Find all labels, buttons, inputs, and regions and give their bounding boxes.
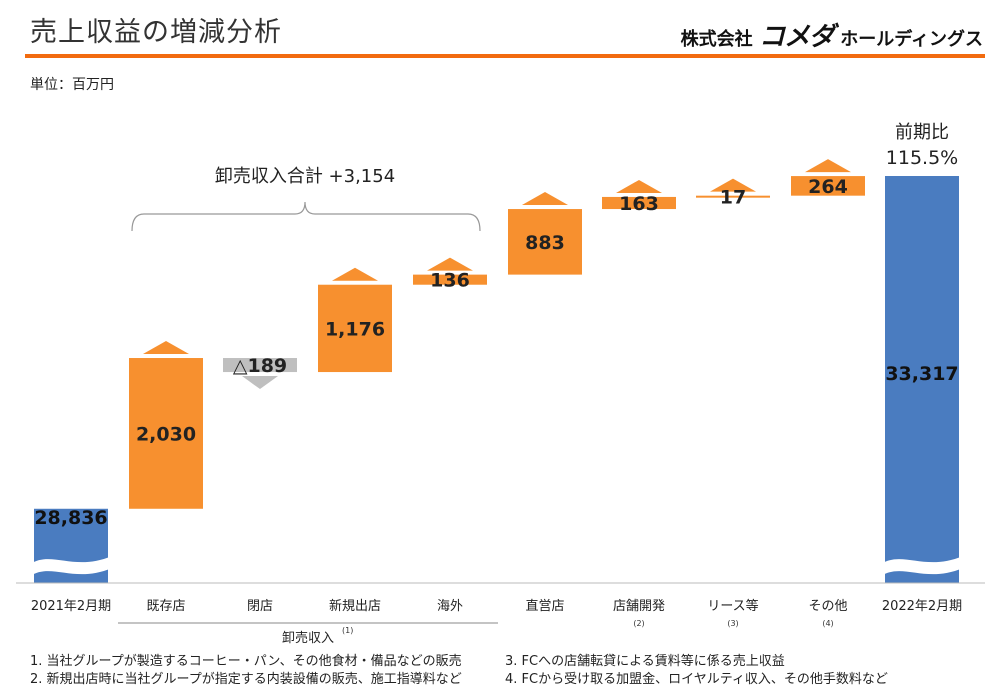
axis-break-9 bbox=[881, 556, 963, 576]
value-label-5: 883 bbox=[525, 232, 565, 254]
value-label-3: 1,176 bbox=[325, 318, 385, 340]
group-axis-label: 卸売収入 bbox=[282, 630, 334, 646]
header-rule bbox=[25, 54, 985, 58]
ratio-value: 115.5% bbox=[886, 147, 958, 169]
company-prefix: 株式会社 bbox=[680, 29, 753, 50]
group-bracket bbox=[131, 201, 481, 232]
footnotes-right: 3. FCへの店舗転貸による賃料等に係る売上収益 4. FCから受け取る加盟金、… bbox=[505, 653, 888, 689]
value-label-1: 2,030 bbox=[136, 423, 196, 445]
increase-bar-6 bbox=[602, 196, 676, 210]
value-label-9: 33,317 bbox=[885, 363, 958, 385]
company-logo: 株式会社 コメダ ホールディングス bbox=[681, 16, 983, 53]
category-label-3: 新規出店 bbox=[329, 598, 381, 614]
category-label-0: 2021年2月期 bbox=[31, 599, 111, 614]
up-arrow-4 bbox=[427, 257, 473, 271]
value-label-2: △189 bbox=[233, 355, 287, 377]
category-label-6: 店舗開発 bbox=[613, 599, 665, 614]
increase-bar-1 bbox=[129, 358, 203, 509]
category-label-5: 直営店 bbox=[525, 599, 564, 614]
increase-bar-8 bbox=[791, 176, 865, 196]
footnote-1: 1. 当社グループが製造するコーヒー・パン、その他食材・備品などの販売 bbox=[30, 654, 462, 669]
category-note-8: (4) bbox=[822, 619, 833, 628]
up-arrow-3 bbox=[332, 267, 378, 281]
decrease-bar-2 bbox=[223, 358, 297, 373]
category-label-7: リース等 bbox=[707, 598, 758, 614]
increase-bar-3 bbox=[318, 284, 392, 373]
company-suffix: ホールディングス bbox=[840, 29, 983, 50]
category-label-4: 海外 bbox=[437, 599, 463, 614]
category-note-7: (3) bbox=[727, 619, 738, 628]
category-label-8: その他 bbox=[808, 599, 847, 614]
category-note-6: (2) bbox=[633, 619, 644, 628]
value-label-6: 163 bbox=[619, 193, 659, 215]
up-arrow-1 bbox=[143, 341, 189, 355]
value-label-7: 17 bbox=[720, 187, 746, 209]
up-arrow-8 bbox=[805, 159, 851, 173]
total-bar-9 bbox=[885, 176, 959, 583]
footnote-4: 4. FCから受け取る加盟金、ロイヤルティ収入、その他手数料など bbox=[505, 672, 888, 687]
increase-bar-7 bbox=[696, 195, 770, 198]
increase-bar-4 bbox=[413, 274, 487, 285]
group-bracket-label: 卸売収入合計 +3,154 bbox=[215, 166, 395, 187]
category-label-9: 2022年2月期 bbox=[882, 599, 962, 614]
increase-bar-5 bbox=[508, 209, 582, 275]
value-label-4: 136 bbox=[430, 270, 470, 292]
value-label-0: 28,836 bbox=[34, 507, 107, 529]
page-title: 売上収益の増減分析 bbox=[30, 17, 282, 48]
up-arrow-5 bbox=[522, 192, 568, 206]
axis-break-0 bbox=[30, 556, 112, 576]
ratio-label: 前期比 bbox=[895, 122, 949, 143]
up-arrow-7 bbox=[710, 178, 756, 192]
category-label-1: 既存店 bbox=[146, 599, 185, 614]
footnotes-left: 1. 当社グループが製造するコーヒー・パン、その他食材・備品などの販売 2. 新… bbox=[30, 653, 462, 689]
category-label-2: 閉店 bbox=[247, 599, 273, 614]
unit-label: 単位：百万円 bbox=[30, 77, 114, 93]
up-arrow-6 bbox=[616, 179, 662, 193]
down-arrow-2 bbox=[242, 376, 278, 390]
value-label-8: 264 bbox=[808, 176, 848, 198]
company-brand: コメダ bbox=[758, 22, 835, 52]
footnote-2: 2. 新規出店時に当社グループが指定する内装設備の販売、施工指導料など bbox=[30, 672, 462, 687]
group-axis-note: (1) bbox=[342, 626, 353, 635]
footnote-3: 3. FCへの店舗転貸による賃料等に係る売上収益 bbox=[505, 654, 785, 669]
